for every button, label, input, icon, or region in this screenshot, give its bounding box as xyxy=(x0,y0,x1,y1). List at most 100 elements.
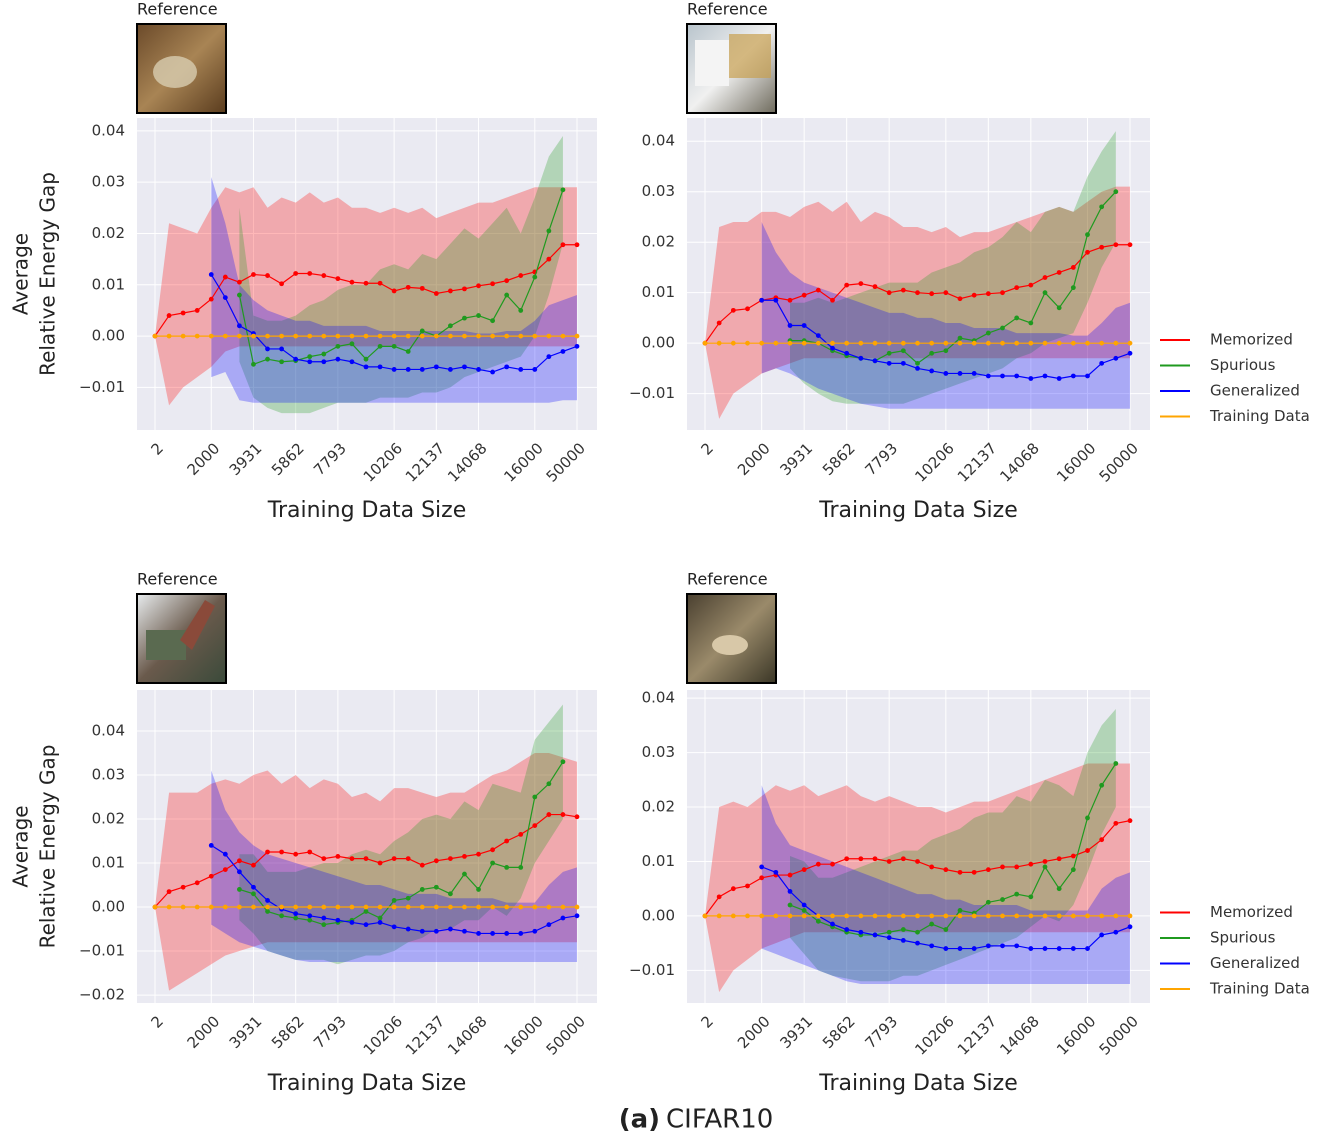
data-point xyxy=(943,946,949,951)
x-tick-label: 50000 xyxy=(543,439,589,485)
data-point xyxy=(532,794,538,800)
data-point xyxy=(405,926,411,932)
data-point xyxy=(349,279,355,285)
x-tick-label: 16000 xyxy=(500,439,546,485)
data-point xyxy=(307,904,313,910)
data-point xyxy=(1014,285,1020,291)
data-point xyxy=(1028,340,1034,346)
data-point xyxy=(237,887,242,892)
legend-label: Memorized xyxy=(1210,903,1293,921)
data-point xyxy=(1014,373,1020,379)
x-tick-label: 2 xyxy=(148,1012,167,1031)
data-point xyxy=(222,295,228,301)
data-point xyxy=(560,333,566,339)
data-point xyxy=(787,889,793,894)
data-point xyxy=(462,286,467,292)
data-point xyxy=(900,856,906,862)
data-point xyxy=(759,297,765,303)
data-point xyxy=(448,323,453,329)
data-point xyxy=(405,895,411,901)
data-point xyxy=(222,867,228,873)
data-point xyxy=(1042,275,1048,280)
y-axis-label: Relative Energy Gap xyxy=(36,745,60,949)
data-point xyxy=(349,904,355,910)
data-point xyxy=(504,278,510,284)
data-point xyxy=(830,921,835,927)
data-point xyxy=(1056,305,1062,311)
data-point xyxy=(462,333,467,339)
data-point xyxy=(815,340,821,346)
data-point xyxy=(180,904,186,910)
data-point xyxy=(787,323,793,328)
data-point xyxy=(971,869,977,875)
data-point xyxy=(716,340,722,346)
data-point xyxy=(1056,270,1062,275)
y-tick-label: 0.00 xyxy=(642,906,675,924)
data-point xyxy=(518,931,524,936)
data-point xyxy=(349,920,355,925)
data-point xyxy=(943,340,949,346)
data-point xyxy=(391,904,397,910)
x-tick-label: 12137 xyxy=(954,1012,1000,1058)
data-point xyxy=(787,902,793,908)
data-point xyxy=(886,340,892,346)
data-point xyxy=(858,281,864,286)
x-tick-label: 10206 xyxy=(911,1012,957,1058)
data-point xyxy=(830,913,835,919)
data-point xyxy=(222,904,228,910)
data-point xyxy=(943,290,949,296)
data-point xyxy=(773,297,779,303)
data-point xyxy=(448,891,453,897)
data-point xyxy=(433,364,439,370)
data-point xyxy=(180,333,186,339)
data-point xyxy=(419,904,425,910)
data-point xyxy=(1099,360,1105,366)
x-tick-label: 2000 xyxy=(734,439,774,479)
data-point xyxy=(152,333,158,339)
data-point xyxy=(1056,913,1062,919)
x-tick-label: 2000 xyxy=(184,1012,224,1052)
data-point xyxy=(985,899,991,905)
reference-image xyxy=(686,23,777,114)
data-point xyxy=(166,904,172,910)
data-point xyxy=(237,323,242,329)
data-point xyxy=(321,915,327,921)
y-axis-label: Average xyxy=(9,233,33,315)
data-point xyxy=(830,297,835,303)
data-point xyxy=(1028,946,1034,951)
data-point xyxy=(251,904,256,910)
x-tick-label: 10206 xyxy=(360,439,406,485)
data-point xyxy=(1000,340,1005,346)
data-point xyxy=(872,913,878,919)
confidence-band xyxy=(705,763,1130,993)
data-point xyxy=(448,856,453,862)
data-point xyxy=(377,860,383,866)
data-point xyxy=(1070,373,1076,379)
data-point xyxy=(886,929,892,935)
data-point xyxy=(307,359,313,365)
data-point xyxy=(900,938,906,943)
reference-label: Reference xyxy=(137,0,218,19)
data-point xyxy=(815,333,821,338)
data-point xyxy=(957,913,963,919)
reference-image xyxy=(686,593,777,684)
data-point xyxy=(872,340,878,346)
data-point xyxy=(929,913,935,919)
data-point xyxy=(518,831,524,837)
data-point xyxy=(985,340,991,346)
data-point xyxy=(971,913,977,919)
x-tick-label: 50000 xyxy=(543,1012,589,1058)
x-tick-label: 2000 xyxy=(184,439,224,479)
data-point xyxy=(518,367,524,372)
x-tick-label: 2 xyxy=(148,439,167,458)
y-axis-label: Relative Energy Gap xyxy=(36,172,60,376)
data-point xyxy=(546,256,552,262)
data-point xyxy=(237,858,242,864)
legend-label: Generalized xyxy=(1210,954,1300,972)
data-point xyxy=(943,913,949,919)
y-tick-label: −0.01 xyxy=(629,961,675,979)
data-point xyxy=(251,361,256,367)
data-point xyxy=(1113,189,1119,195)
data-point xyxy=(1000,913,1005,919)
data-point xyxy=(462,871,467,877)
